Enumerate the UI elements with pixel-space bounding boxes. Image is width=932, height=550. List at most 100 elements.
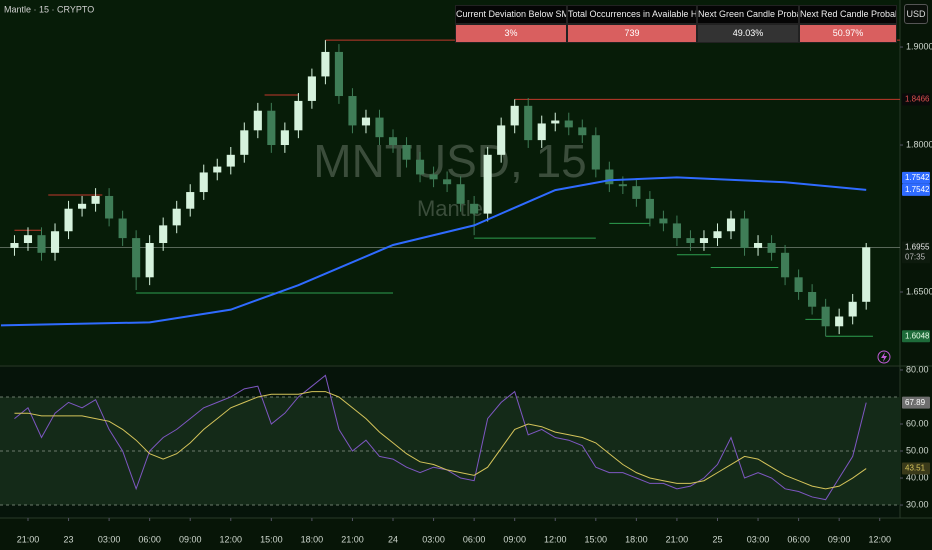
candle-body bbox=[740, 218, 749, 248]
rsi-ma-line bbox=[14, 391, 867, 490]
alert-bolt[interactable] bbox=[881, 352, 887, 362]
candle-body bbox=[713, 231, 722, 239]
x-tick-label: 09:00 bbox=[828, 534, 851, 544]
x-tick-label: 18:00 bbox=[625, 534, 648, 544]
candle-body bbox=[361, 117, 371, 126]
candle-body bbox=[821, 306, 830, 327]
candle-body bbox=[37, 235, 46, 253]
rsi-y-tick-label: 60.00 bbox=[906, 418, 929, 428]
sma-tag: 1.7542 bbox=[905, 185, 930, 194]
candle-body bbox=[632, 186, 641, 199]
candle-body bbox=[186, 192, 195, 209]
sma-line bbox=[0, 176, 867, 327]
candle-body bbox=[253, 110, 262, 131]
countdown-tag: 07:35 bbox=[905, 253, 926, 262]
x-tick-label: 21:00 bbox=[341, 534, 364, 544]
candle-body bbox=[537, 123, 546, 141]
x-tick-label: 15:00 bbox=[585, 534, 608, 544]
level-tag-bg bbox=[902, 93, 930, 106]
x-tick-label: 21:00 bbox=[17, 534, 40, 544]
x-tick-label: 25 bbox=[712, 534, 722, 544]
level-tag: 1.8466 bbox=[905, 94, 930, 103]
y-tick-label: 1.6500 bbox=[906, 286, 932, 296]
x-tick-label: 18:00 bbox=[301, 534, 324, 544]
candle-body bbox=[50, 231, 60, 253]
rsi-ma-tag-bg bbox=[902, 462, 930, 475]
x-tick-label: 15:00 bbox=[260, 534, 283, 544]
candle-body bbox=[659, 218, 668, 224]
candle-body bbox=[835, 316, 844, 327]
rsi-y-tick-label: 50.00 bbox=[906, 445, 929, 455]
candle-body bbox=[199, 172, 208, 193]
candle-body bbox=[91, 195, 100, 204]
x-tick-label: 03:00 bbox=[747, 534, 770, 544]
table-cell: 50.97% bbox=[799, 24, 897, 43]
x-tick-label: 24 bbox=[388, 534, 398, 544]
x-tick-label: 21:00 bbox=[666, 534, 689, 544]
candle-body bbox=[510, 105, 519, 126]
candle-body bbox=[429, 174, 438, 180]
candle-body bbox=[443, 179, 452, 185]
rsi-tag-bg bbox=[902, 396, 930, 409]
candle-body bbox=[159, 225, 168, 244]
candle-body bbox=[672, 223, 681, 239]
chart-title: Mantle · 15 · CRYPTO bbox=[4, 4, 94, 14]
candle-body bbox=[213, 166, 222, 173]
candle-body bbox=[564, 120, 573, 128]
y-tick-label: 1.9000 bbox=[906, 41, 932, 51]
candle-body bbox=[118, 218, 127, 239]
candle-body bbox=[402, 145, 411, 160]
candle-body bbox=[645, 198, 654, 219]
sma-tag-bg bbox=[902, 171, 930, 184]
x-tick-label: 06:00 bbox=[463, 534, 486, 544]
alert-icon[interactable] bbox=[877, 350, 891, 364]
watermark: MNTUSD, 15 bbox=[313, 135, 586, 187]
alert-circle[interactable] bbox=[877, 350, 891, 364]
candle-body bbox=[483, 154, 492, 214]
x-tick-label: 12:00 bbox=[868, 534, 891, 544]
currency-button[interactable]: USD bbox=[904, 4, 928, 24]
table-header: Total Occurrences in Available History bbox=[567, 5, 697, 24]
candle-body bbox=[64, 208, 73, 232]
rsi-y-tick-label: 30.00 bbox=[906, 499, 929, 509]
last-price-tag: 1.6955 bbox=[905, 243, 930, 252]
candle-body bbox=[280, 130, 289, 146]
candle-body bbox=[591, 135, 600, 170]
x-tick-label: 03:00 bbox=[422, 534, 445, 544]
candle-body bbox=[307, 76, 316, 101]
x-tick-label: 06:00 bbox=[138, 534, 161, 544]
x-tick-label: 09:00 bbox=[503, 534, 526, 544]
level-tag: 1.6048 bbox=[905, 331, 930, 340]
y-tick-label: 1.8000 bbox=[906, 139, 932, 149]
candle-body bbox=[524, 105, 533, 141]
candle-body bbox=[23, 235, 33, 244]
candle-body bbox=[294, 100, 303, 131]
candle-body bbox=[605, 169, 614, 185]
candle-body bbox=[470, 203, 479, 214]
candle-body bbox=[10, 243, 19, 248]
candle-body bbox=[781, 252, 790, 278]
rsi-line bbox=[14, 374, 867, 501]
candle-body bbox=[240, 130, 249, 155]
candle-body bbox=[753, 243, 763, 248]
candle-body bbox=[172, 208, 181, 226]
candle-body bbox=[686, 238, 695, 244]
x-tick-label: 23 bbox=[64, 534, 74, 544]
rsi-y-tick-label: 40.00 bbox=[906, 472, 929, 482]
candle-body bbox=[551, 120, 560, 124]
x-tick-label: 06:00 bbox=[787, 534, 810, 544]
candle-body bbox=[375, 117, 384, 138]
candle-body bbox=[388, 137, 398, 146]
candle-body bbox=[699, 238, 709, 244]
candle-body bbox=[808, 292, 817, 307]
candle-body bbox=[105, 195, 114, 219]
candle-body bbox=[456, 184, 465, 204]
rsi-y-tick-label: 80.00 bbox=[906, 364, 929, 374]
candle-body bbox=[848, 301, 857, 317]
x-tick-label: 12:00 bbox=[544, 534, 567, 544]
candle-body bbox=[267, 110, 276, 146]
candle-body bbox=[415, 159, 425, 175]
candle-body bbox=[145, 243, 154, 278]
table-header: Next Red Candle Probability bbox=[799, 5, 897, 24]
